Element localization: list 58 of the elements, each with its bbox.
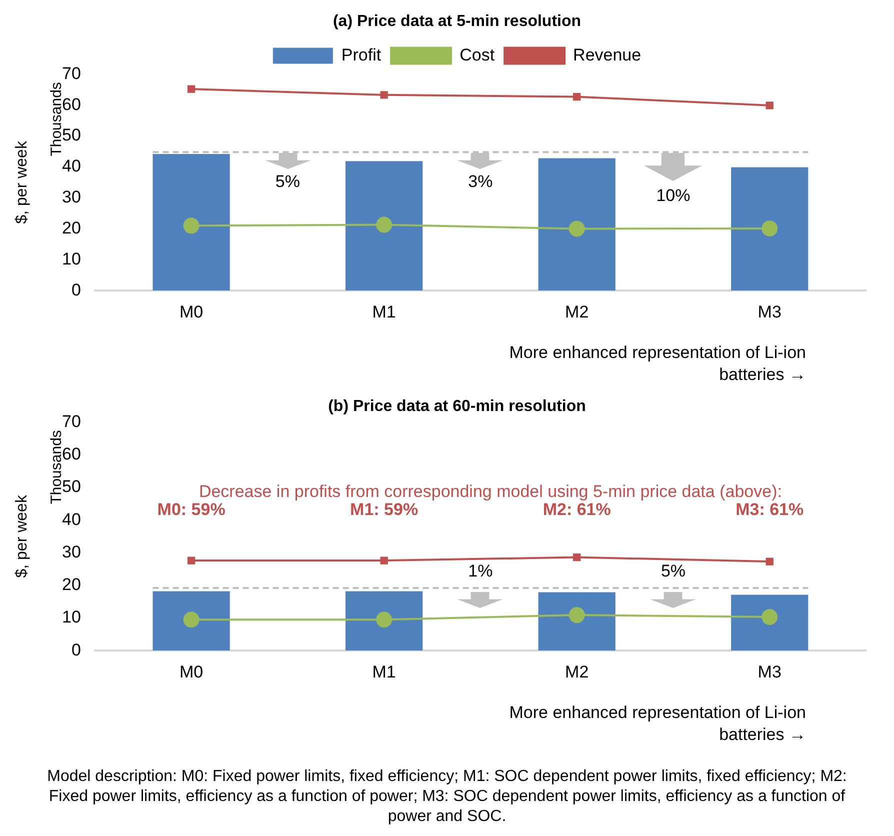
y-tick-label: 40 — [62, 510, 81, 529]
x-tick-label: M1 — [372, 662, 396, 682]
point — [376, 216, 392, 233]
y-axis-title: $, per week — [13, 140, 30, 224]
y-tick-label: 30 — [62, 542, 81, 562]
x-tick-label: M3 — [758, 662, 782, 682]
point — [376, 612, 392, 628]
point — [183, 218, 200, 234]
point — [766, 102, 774, 110]
y-tick-label: 60 — [62, 94, 81, 114]
point — [762, 608, 778, 625]
point — [380, 91, 388, 99]
x-tick-label: M2 — [565, 302, 589, 322]
x-tick-label: M2 — [565, 662, 589, 682]
annotation: 3% — [468, 172, 493, 191]
x-axis-title: More enhanced representation of Li-ion batteries → — [509, 703, 806, 744]
annotation: M1: 59% — [350, 500, 418, 519]
x-tick-label: M3 — [758, 302, 782, 322]
y-tick-label: 40 — [62, 156, 81, 176]
y-tick-label: 20 — [62, 575, 81, 594]
annotation: 10% — [656, 186, 690, 205]
point — [187, 556, 196, 564]
y-tick-label: 0 — [71, 640, 81, 660]
chart-title: (a) Price data at 5-min resolution — [332, 13, 582, 30]
point — [380, 556, 388, 564]
legend-label: Profit — [341, 45, 382, 64]
point — [187, 85, 196, 93]
y-tick-label: 10 — [62, 608, 81, 627]
x-tick-label: M0 — [179, 302, 204, 322]
annotation: 1% — [468, 562, 493, 581]
y-tick-label: 70 — [62, 412, 81, 431]
annotation: M3: 61% — [736, 500, 804, 519]
annotation: 5% — [275, 172, 300, 191]
y-tick-label: 0 — [71, 280, 81, 300]
annotation: 5% — [660, 562, 686, 581]
x-axis-title: More enhanced representation of Li-ion batteries → — [509, 343, 806, 384]
legend-label: Cost — [460, 45, 495, 64]
y-tick-label: 20 — [62, 218, 81, 238]
x-tick-label: M0 — [179, 662, 204, 682]
annotation: M0: 59% — [157, 500, 226, 519]
y-tick-label: 30 — [62, 188, 81, 207]
point — [573, 92, 581, 101]
point — [183, 612, 200, 628]
point — [762, 220, 778, 236]
y-tick-label: 10 — [62, 249, 81, 268]
point — [568, 607, 585, 624]
annotation: M2: 61% — [542, 500, 611, 519]
y-axis-title: $, per week — [13, 494, 30, 578]
point — [573, 553, 581, 562]
y-tick-label: 70 — [62, 64, 81, 83]
legend-label: Revenue — [573, 45, 642, 64]
y-tick-label: 60 — [62, 444, 81, 464]
chart-title: (b) Price data at 60-min resolution — [328, 398, 586, 416]
annotation: Decrease in profits from corresponding model using 5-min price data (above): — [198, 482, 782, 502]
text: Model description: M0: Fixed power limits, fixed efficiency; M1: SOC dependent power limits, fixed efficiency; M2: Fixed power limits, efficiency as a function of power; M3: SOC dependent power limits, efficiency as a function of power and SOC. — [46, 767, 848, 827]
x-tick-label: M1 — [372, 302, 396, 322]
point — [568, 220, 585, 237]
point — [766, 558, 774, 566]
